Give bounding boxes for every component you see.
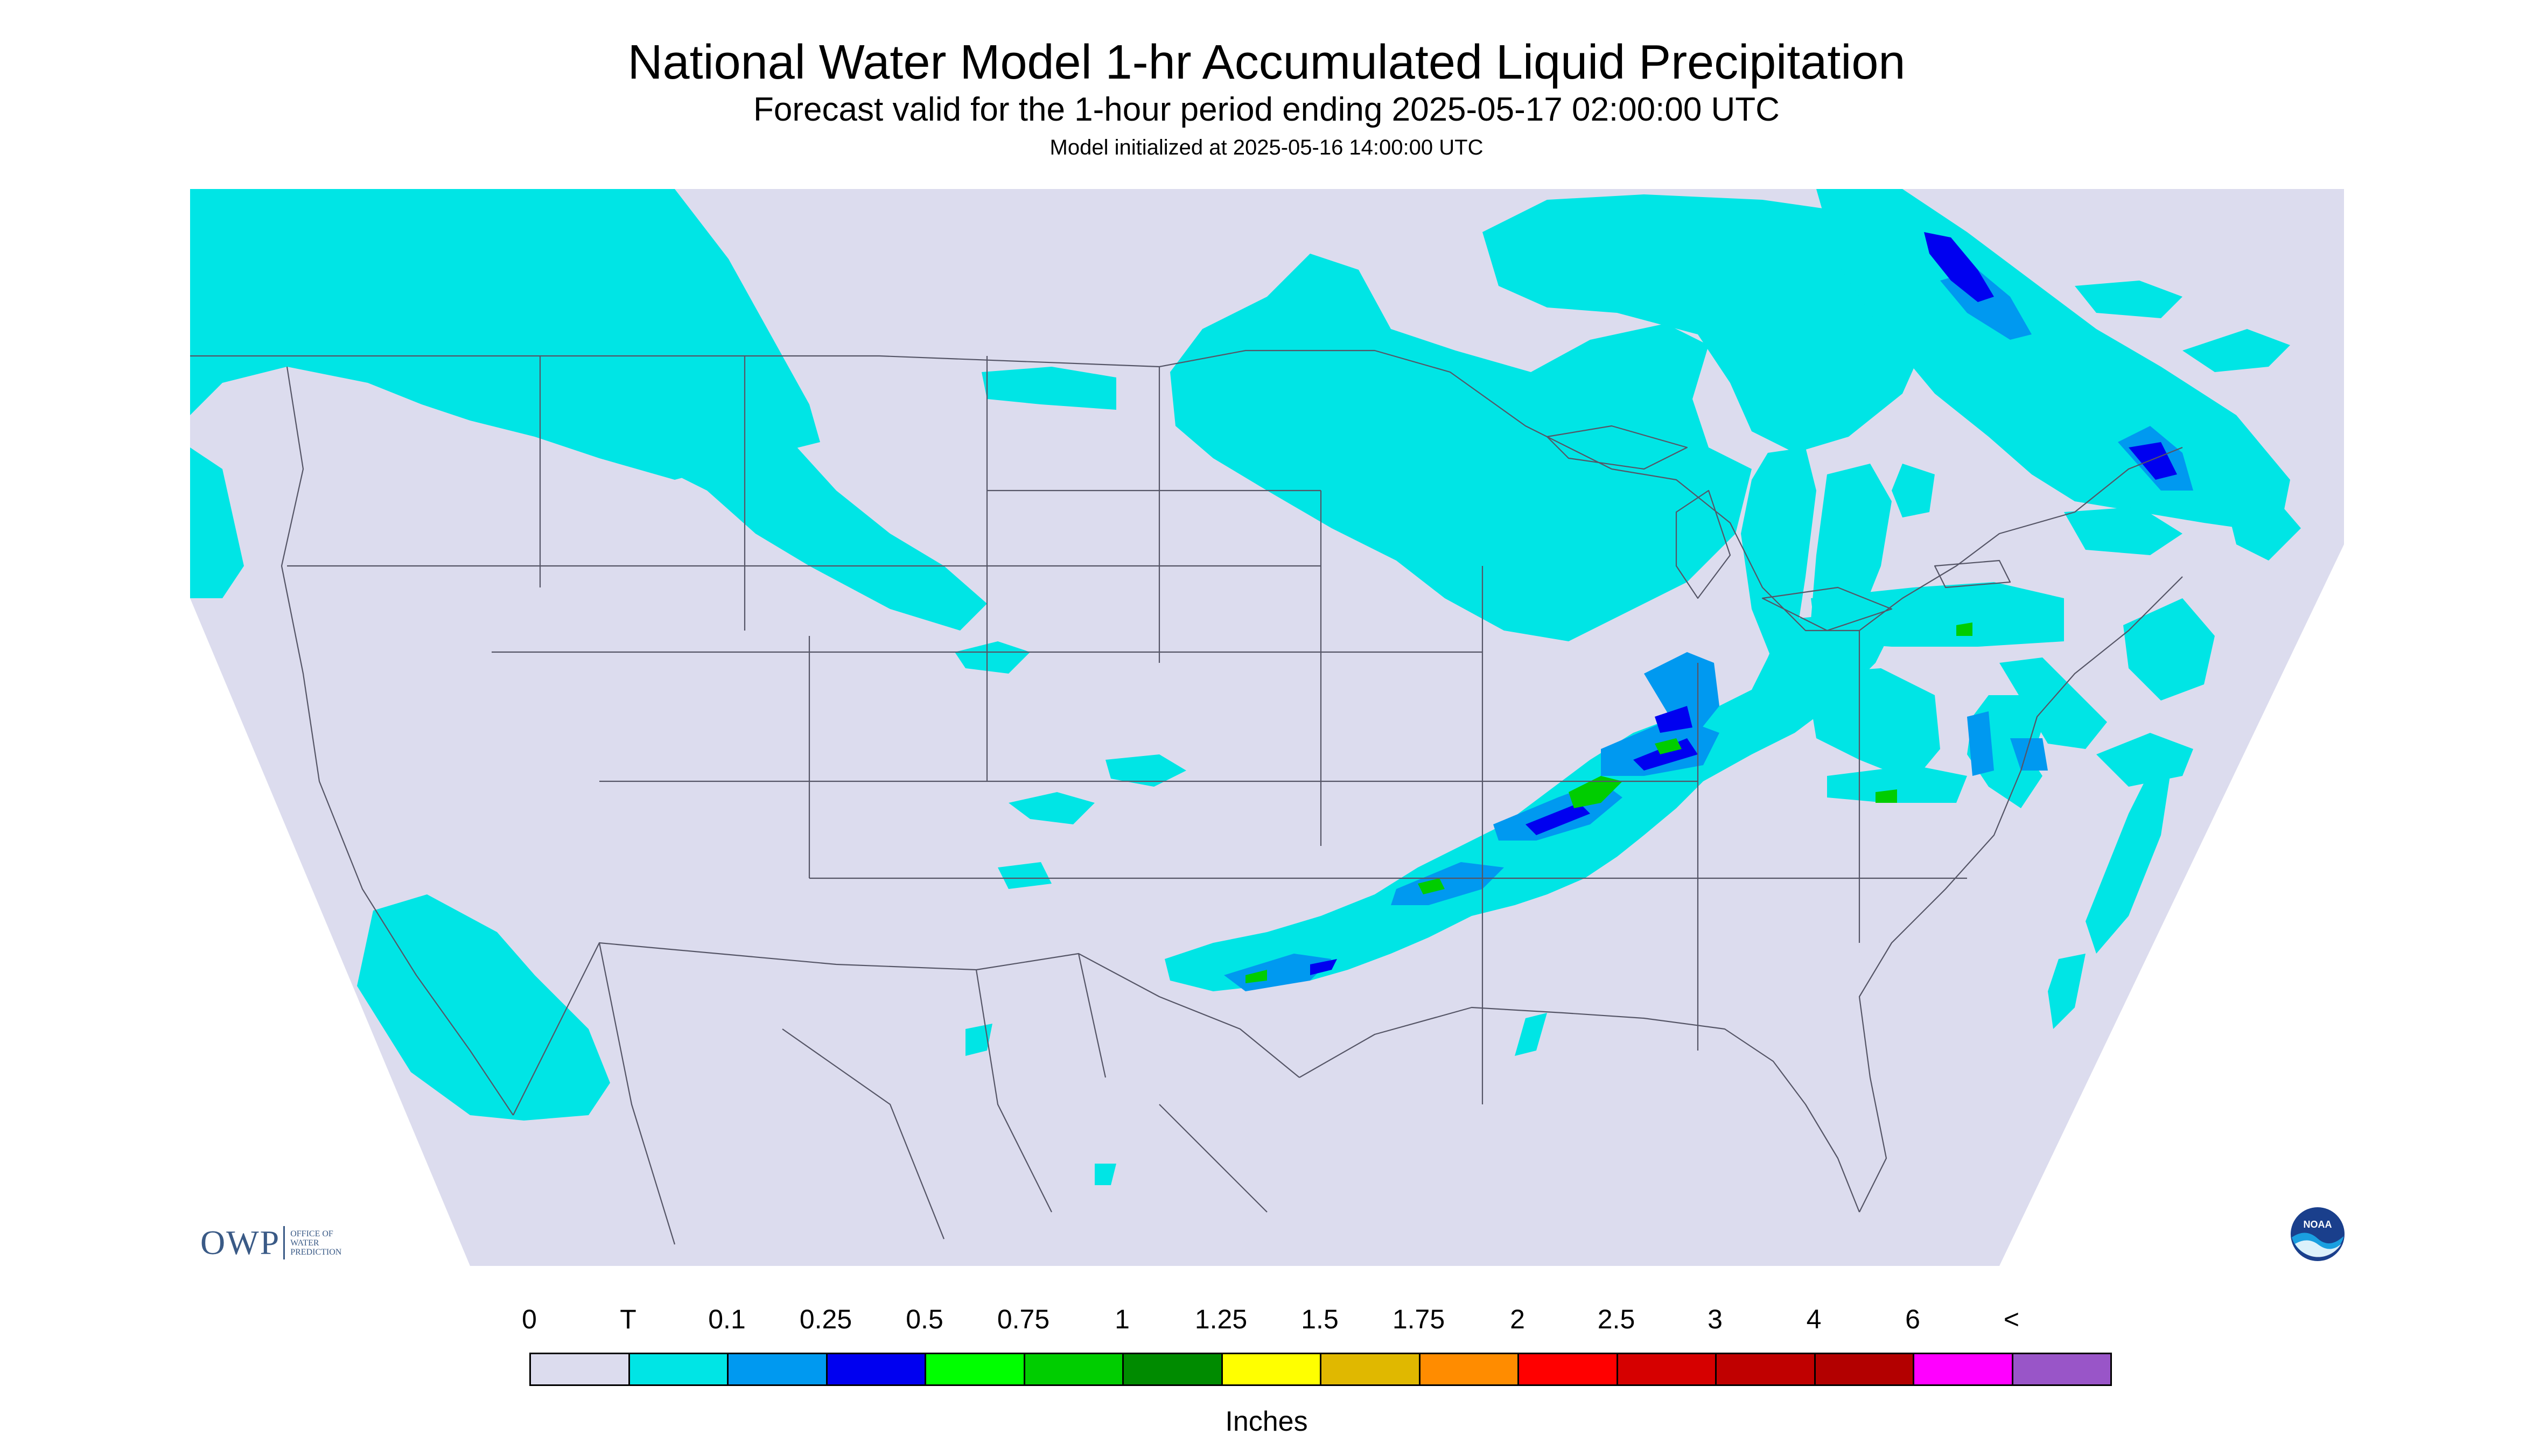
legend-label: 6 [1905, 1304, 1920, 1334]
legend-swatch [1023, 1353, 1124, 1386]
canada-border [190, 349, 2183, 632]
legend-label: 2.5 [1597, 1304, 1635, 1334]
mexico-states [598, 942, 1268, 1245]
legend-label: 4 [1806, 1304, 1822, 1334]
legend-swatch [727, 1353, 828, 1386]
great-lakes [1546, 425, 2011, 632]
map-subtitle: Forecast valid for the 1-hour period end… [753, 91, 1780, 128]
model-init-text: Model initialized at 2025-05-16 14:00:00… [1049, 136, 1484, 159]
state-lines-horizontal [287, 489, 1967, 879]
legend-label: 1.75 [1392, 1304, 1445, 1334]
noaa-logo-icon: NOAA [2291, 1207, 2345, 1261]
owp-logo-line-2: WATER [290, 1238, 319, 1248]
legend-swatch [925, 1353, 1025, 1386]
legend-label: 1 [1115, 1304, 1130, 1334]
state-lines-vertical [539, 356, 1860, 1104]
precip-heavy-areas [1245, 622, 1972, 983]
legend-label: 1.25 [1194, 1304, 1248, 1334]
legend-swatch [825, 1353, 926, 1386]
owp-logo-line-3: PREDICTION [290, 1247, 342, 1257]
mexico-border [513, 942, 1300, 1116]
precip-trace-areas [190, 189, 2301, 1185]
map-title: National Water Model 1-hr Accumulated Li… [627, 36, 1906, 89]
legend-label: 0.5 [906, 1304, 943, 1334]
gulf-coast [1299, 1006, 1860, 1213]
legend-label: 2 [1510, 1304, 1525, 1334]
owp-logo-letters: OWP [200, 1223, 281, 1262]
legend-swatch [2011, 1353, 2112, 1386]
noaa-logo-text: NOAA [2304, 1219, 2332, 1230]
precipitation-map [190, 189, 2344, 1266]
precip-moderate-areas [1310, 232, 2177, 975]
legend-label: 0 [522, 1304, 537, 1334]
legend-label: T [620, 1304, 636, 1334]
legend-label: < [2003, 1304, 2020, 1334]
legend-swatch [628, 1353, 729, 1386]
legend-swatch [1418, 1353, 1519, 1386]
legend-swatch [1517, 1353, 1618, 1386]
legend-swatch [1616, 1353, 1717, 1386]
legend-units: Inches [1225, 1406, 1308, 1437]
legend-label: 0.75 [997, 1304, 1050, 1334]
legend-swatch [1122, 1353, 1223, 1386]
legend-label: 0.25 [799, 1304, 852, 1334]
boundary-lines [190, 349, 2183, 1245]
legend-label: 1.5 [1301, 1304, 1339, 1334]
legend-swatch [1913, 1353, 2013, 1386]
legend-swatch [1221, 1353, 1321, 1386]
owp-logo: OWP OFFICE OF WATER PREDICTION [200, 1221, 341, 1264]
legend-swatch [529, 1353, 630, 1386]
owp-logo-text: OFFICE OF WATER PREDICTION [290, 1229, 341, 1257]
legend-label: 0.1 [708, 1304, 746, 1334]
legend-swatch [1320, 1353, 1421, 1386]
west-coast [281, 366, 514, 1116]
legend-label: 3 [1708, 1304, 1723, 1334]
owp-logo-divider [283, 1226, 285, 1259]
atlantic-coast [1858, 576, 2183, 1213]
legend-swatch [1715, 1353, 1816, 1386]
owp-logo-line-1: OFFICE OF [290, 1229, 333, 1238]
legend-swatch [1814, 1353, 1914, 1386]
